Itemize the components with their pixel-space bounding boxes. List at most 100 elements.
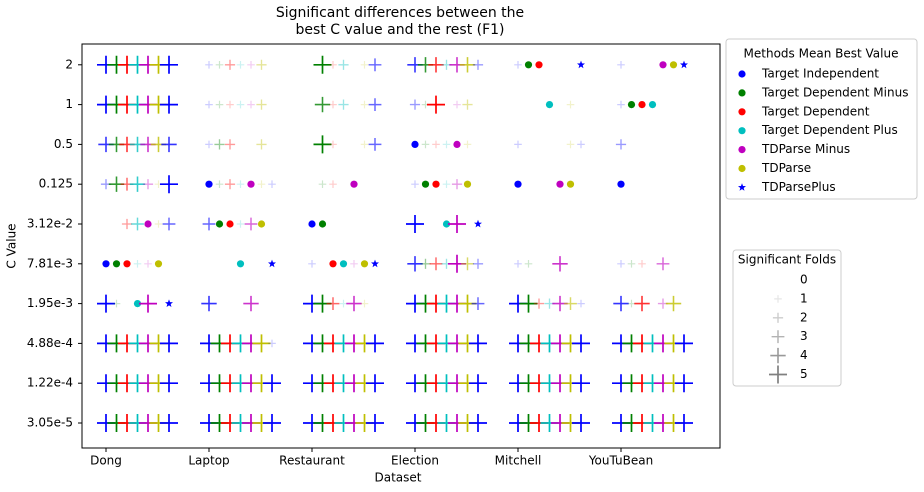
best-marker bbox=[236, 260, 245, 268]
fold-marker bbox=[224, 139, 236, 150]
fold-marker bbox=[613, 295, 629, 312]
fold-marker bbox=[263, 374, 281, 393]
fold-marker bbox=[112, 299, 121, 308]
fold-marker bbox=[318, 180, 327, 188]
fold-marker bbox=[406, 215, 424, 233]
x-axis-label: Dataset bbox=[375, 471, 422, 485]
fold-marker bbox=[224, 59, 236, 70]
legend-label: TDParsePlus bbox=[761, 180, 836, 194]
fold-marker bbox=[469, 334, 487, 353]
legend-label: TDParse bbox=[761, 161, 811, 175]
legend-fold-marker bbox=[774, 295, 782, 303]
y-tick-label: 0.5 bbox=[54, 137, 73, 151]
fold-marker bbox=[627, 299, 636, 308]
fold-marker bbox=[451, 179, 463, 190]
best-marker bbox=[308, 220, 316, 228]
fold-marker bbox=[263, 414, 281, 432]
best-marker bbox=[144, 220, 152, 228]
x-tick-label: Laptop bbox=[188, 454, 229, 468]
fold-marker bbox=[154, 220, 163, 228]
fold-marker bbox=[314, 96, 331, 113]
legend-marker bbox=[738, 70, 746, 78]
y-axis-label: C Value bbox=[5, 223, 19, 268]
fold-marker bbox=[215, 180, 224, 188]
fold-marker bbox=[268, 180, 276, 188]
best-marker bbox=[556, 180, 564, 188]
legend-label: 1 bbox=[800, 291, 808, 305]
fold-marker bbox=[161, 136, 177, 153]
methods-legend bbox=[725, 38, 918, 200]
legend-marker bbox=[738, 108, 746, 116]
fold-marker bbox=[514, 260, 522, 268]
fold-marker bbox=[160, 414, 178, 432]
legend-fold-marker bbox=[770, 347, 786, 364]
y-tick-label: 3.12e-2 bbox=[27, 217, 73, 231]
fold-marker bbox=[224, 179, 236, 190]
fold-marker bbox=[160, 175, 178, 194]
legend-label: Target Dependent Plus bbox=[761, 123, 898, 137]
legend-label: 0 bbox=[800, 273, 808, 287]
fold-marker bbox=[97, 294, 115, 313]
fold-marker bbox=[675, 374, 693, 393]
fold-marker bbox=[160, 55, 178, 74]
best-marker bbox=[123, 260, 131, 268]
legend-label: 3 bbox=[800, 329, 808, 343]
fold-marker bbox=[428, 57, 444, 73]
y-tick-label: 1.95e-3 bbox=[27, 296, 73, 310]
best-marker bbox=[648, 101, 657, 109]
fold-marker bbox=[368, 98, 382, 111]
fold-marker bbox=[442, 140, 451, 149]
fold-marker bbox=[144, 260, 152, 268]
fold-marker bbox=[442, 180, 451, 188]
best-marker bbox=[453, 140, 461, 148]
legend-label: 2 bbox=[800, 310, 808, 324]
x-tick-label: Restaurant bbox=[279, 454, 345, 468]
fold-marker bbox=[236, 100, 245, 109]
fold-marker bbox=[448, 215, 466, 233]
y-tick-label: 1 bbox=[65, 97, 73, 111]
fold-marker bbox=[368, 58, 382, 72]
fold-marker bbox=[615, 139, 627, 150]
fold-marker bbox=[214, 139, 225, 150]
fold-marker bbox=[638, 260, 646, 268]
best-marker bbox=[133, 300, 142, 308]
best-marker bbox=[215, 220, 224, 228]
folds-legend bbox=[732, 249, 842, 387]
fold-marker bbox=[462, 99, 473, 110]
plot-frame bbox=[81, 43, 721, 449]
fold-marker bbox=[366, 414, 384, 432]
legend-fold-marker bbox=[769, 365, 787, 384]
fold-marker bbox=[133, 260, 142, 268]
fold-marker bbox=[205, 61, 213, 69]
fold-marker bbox=[572, 334, 590, 353]
fold-marker bbox=[326, 297, 340, 310]
fold-marker bbox=[236, 220, 245, 228]
fold-marker bbox=[463, 140, 472, 149]
best-marker bbox=[360, 260, 369, 268]
fold-marker bbox=[142, 179, 154, 190]
fold-marker bbox=[160, 95, 178, 114]
best-marker bbox=[627, 101, 636, 109]
y-tick-label: 7.81e-3 bbox=[27, 256, 73, 270]
fold-marker bbox=[313, 55, 332, 74]
fold-marker bbox=[472, 59, 484, 70]
legend-fold-marker bbox=[772, 312, 784, 323]
fold-marker bbox=[160, 374, 178, 393]
best-marker bbox=[535, 61, 543, 69]
fold-marker bbox=[215, 61, 224, 69]
legend-marker bbox=[738, 127, 746, 135]
fold-marker bbox=[524, 260, 533, 268]
fold-marker bbox=[205, 140, 213, 149]
x-tick-label: Mitchell bbox=[495, 454, 542, 468]
fold-marker bbox=[407, 256, 423, 272]
fold-marker bbox=[360, 140, 369, 149]
fold-marker bbox=[572, 414, 590, 432]
best-marker bbox=[411, 140, 419, 148]
best-marker bbox=[318, 220, 327, 228]
fold-marker bbox=[572, 374, 590, 393]
fold-marker bbox=[202, 217, 216, 231]
best-marker bbox=[102, 260, 110, 268]
fold-marker bbox=[421, 140, 430, 149]
best-marker bbox=[432, 180, 440, 188]
best-marker bbox=[669, 61, 678, 69]
